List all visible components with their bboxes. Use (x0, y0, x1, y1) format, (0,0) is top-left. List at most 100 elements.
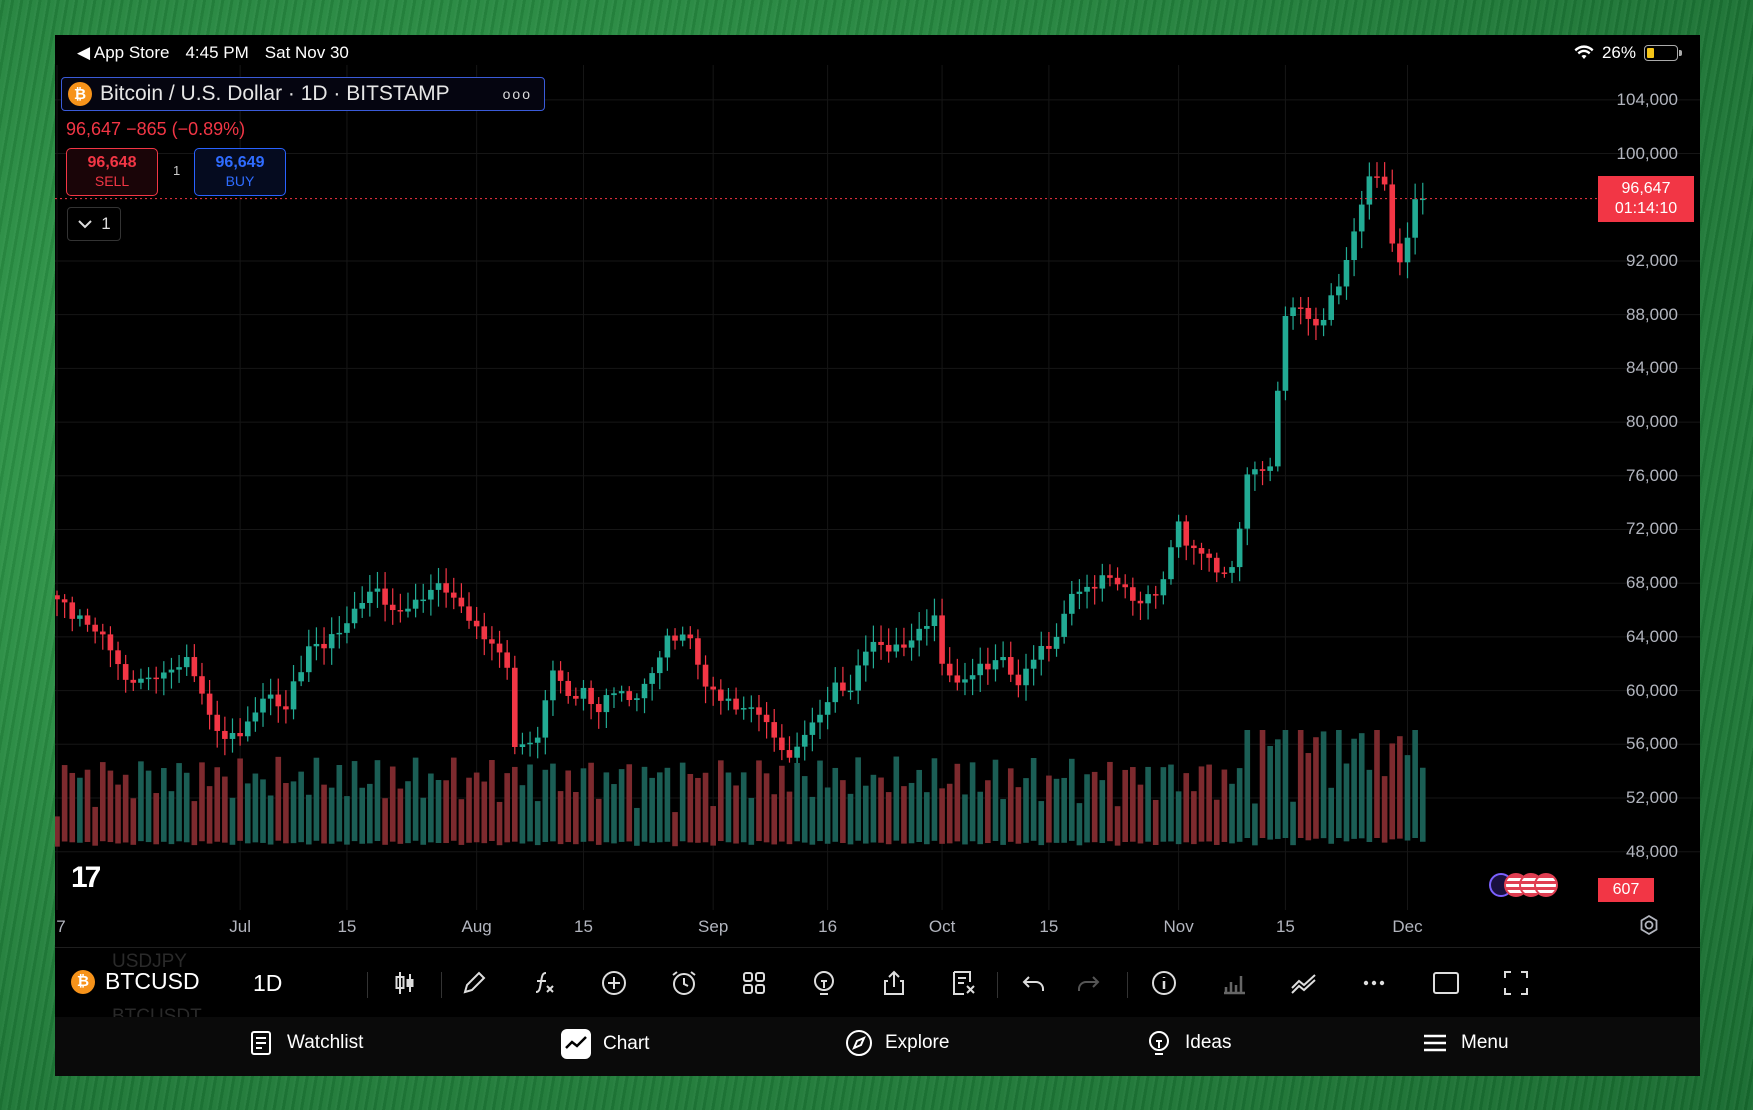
candle-body (832, 682, 839, 703)
layouts-button[interactable] (737, 966, 771, 1000)
volume-bar (168, 791, 175, 845)
tab-watchlist[interactable]: Watchlist (247, 1029, 363, 1057)
collapse-indicators-button[interactable]: 1 (67, 207, 121, 241)
tab-menu[interactable]: Menu (1421, 1029, 1509, 1057)
bottom-tab-bar: Watchlist Chart Explore Ideas Menu (55, 1017, 1700, 1076)
alarm-clock-icon (672, 971, 696, 995)
financials-button[interactable] (1217, 966, 1251, 1000)
fullscreen-button[interactable] (1499, 966, 1533, 1000)
price-tick-label: 84,000 (1626, 358, 1678, 378)
alerts-button[interactable] (667, 966, 701, 1000)
more-options-icon[interactable]: ooo (502, 86, 532, 102)
back-to-app-store[interactable]: ◀ App Store (77, 43, 170, 62)
last-price: 96,647 (66, 119, 122, 139)
single-layout-button[interactable] (1429, 966, 1463, 1000)
volume-bar (847, 793, 854, 845)
compare-add-symbol-button[interactable] (597, 966, 631, 1000)
hamburger-icon (1424, 1034, 1446, 1052)
volume-bar (664, 767, 671, 842)
chart-toolbar: USDJPY BTCUSDT ₿ BTCUSD 1D (55, 947, 1700, 1027)
volume-bar (618, 769, 625, 842)
candle-body (1259, 469, 1266, 471)
volume-bar (1076, 803, 1083, 846)
symbol-header[interactable]: ₿ Bitcoin / U.S. Dollar · 1D · BITSTAMP … (61, 77, 545, 111)
drawing-tools-button[interactable] (457, 966, 491, 1000)
us-flag-icon[interactable] (1534, 873, 1558, 897)
buy-button[interactable]: 96,649 BUY (194, 148, 286, 196)
undo-button[interactable] (1017, 966, 1051, 1000)
volume-bar (550, 763, 556, 842)
share-button[interactable] (877, 966, 911, 1000)
volume-bar (1023, 778, 1029, 843)
candle-body (1107, 575, 1113, 578)
volume-bar (893, 756, 900, 841)
volume-bar (740, 772, 747, 843)
candle-body (267, 694, 274, 699)
tradingview-logo[interactable]: 17 (71, 861, 101, 894)
volume-bar (901, 786, 907, 844)
candle-body (618, 691, 625, 694)
volume-bar (985, 780, 991, 844)
candle-body (946, 663, 953, 676)
volume-bar (222, 776, 228, 843)
volume-bar (84, 769, 91, 842)
volume-bar (458, 799, 465, 845)
strategy-button[interactable] (1287, 966, 1321, 1000)
volume-bar (115, 784, 121, 844)
candlestick-chart[interactable] (55, 35, 1700, 947)
volume-bar (1320, 731, 1327, 839)
volume-bar (870, 774, 877, 843)
candle-body (435, 583, 442, 590)
tab-chart[interactable]: Chart (561, 1029, 649, 1059)
volume-bar (908, 782, 915, 844)
candle-body (1191, 545, 1197, 549)
more-tools-button[interactable] (1357, 966, 1391, 1000)
volume-bar (252, 773, 259, 843)
tab-label: Chart (603, 1033, 650, 1054)
volume-bar (954, 763, 961, 842)
fullscreen-icon (1504, 971, 1528, 995)
symbol-selector[interactable]: ₿ BTCUSD (71, 968, 200, 995)
volume-bar (1358, 733, 1365, 839)
time-tick-label: Oct (928, 917, 956, 936)
volume-bar (206, 786, 213, 844)
trend-lines-icon (1291, 974, 1316, 994)
tab-label: Watchlist (287, 1032, 364, 1053)
candle-body (1305, 307, 1312, 319)
redo-button[interactable] (1071, 966, 1105, 1000)
volume-bar (77, 777, 83, 843)
candle-body (275, 694, 282, 707)
volume-bar (748, 797, 755, 845)
volume-bar (1236, 768, 1243, 842)
interval-selector[interactable]: 1D (253, 970, 283, 996)
tab-ideas[interactable]: Ideas (1145, 1029, 1231, 1057)
candle-body (901, 644, 907, 648)
time-tick-label: 15 (574, 917, 593, 936)
tab-label: Menu (1461, 1032, 1509, 1053)
toolbar-symbol: BTCUSD (105, 968, 200, 994)
volume-bar (275, 756, 282, 841)
volume-bar (1175, 791, 1182, 845)
candle-body (1252, 469, 1258, 475)
volume-bar (1206, 764, 1212, 842)
time-tick-label: Jul (229, 917, 251, 936)
settings-gear-icon[interactable] (1638, 914, 1660, 941)
volume-bar (412, 757, 419, 841)
spread-value: 1 (173, 163, 181, 178)
economic-events-markers[interactable] (1489, 873, 1558, 897)
ideas-publish-button[interactable] (807, 966, 841, 1000)
volume-bar (504, 773, 510, 843)
candle-body (176, 667, 182, 670)
candle-body (634, 698, 640, 700)
sell-button[interactable]: 96,648 SELL (66, 148, 158, 196)
volume-bar (1252, 803, 1258, 846)
symbol-info-button[interactable] (1147, 966, 1181, 1000)
remove-drawings-button[interactable] (947, 966, 981, 1000)
volume-bar (763, 773, 770, 843)
volume-bar (313, 757, 320, 841)
sell-label: SELL (94, 173, 130, 189)
indicators-button[interactable] (527, 966, 561, 1000)
volume-bar (931, 758, 938, 841)
chart-type-button[interactable] (388, 966, 422, 1000)
tab-explore[interactable]: Explore (845, 1029, 949, 1057)
